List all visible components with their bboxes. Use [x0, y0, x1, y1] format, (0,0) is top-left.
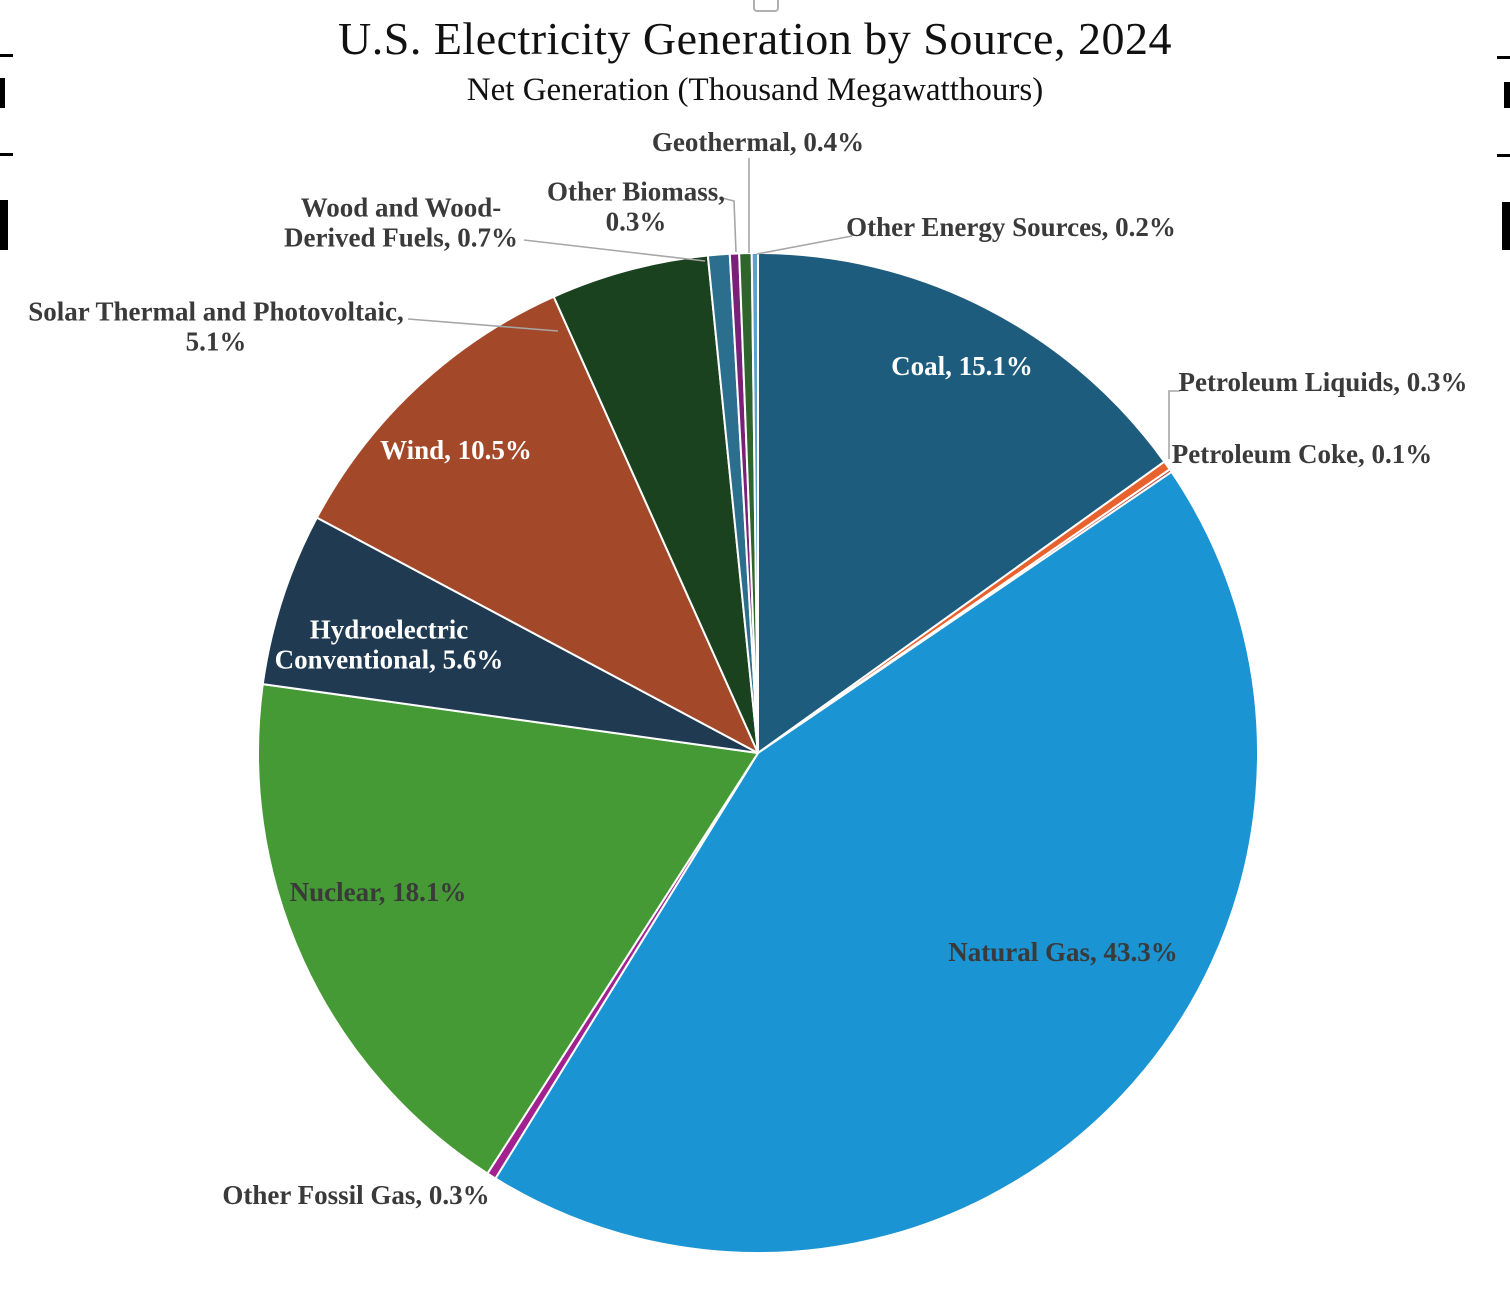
label-coal: Coal, 15.1% — [891, 351, 1033, 382]
label-wood: Wood and Wood-Derived Fuels, 0.7% — [284, 192, 518, 252]
leader-solar — [407, 318, 559, 332]
leader-wood — [523, 239, 706, 262]
label-other-biomass: Other Biomass, 0.3% — [546, 176, 725, 236]
label-other-fossil-gas: Other Fossil Gas, 0.3% — [222, 1180, 490, 1211]
left-edge-mark-3 — [0, 153, 13, 156]
pie-slice-wind — [315, 295, 759, 754]
pie-slices — [257, 252, 1259, 1255]
pie-slice-coal — [757, 252, 1166, 754]
leader-other-biomass — [721, 197, 737, 253]
right-edge-mark-3 — [1497, 154, 1510, 157]
left-edge-mark-4 — [0, 200, 8, 250]
leader-other-energy — [756, 235, 853, 255]
resize-handle[interactable] — [753, 0, 779, 12]
label-solar: Solar Thermal and Photovoltaic, 5.1% — [28, 296, 404, 356]
label-hydroelectric: Hydroelectric Conventional, 5.6% — [274, 614, 504, 674]
chart-subtitle: Net Generation (Thousand Megawatthours) — [466, 72, 1044, 108]
label-natural-gas: Natural Gas, 43.3% — [948, 937, 1178, 968]
right-edge-mark-1 — [1497, 56, 1510, 59]
label-nuclear: Nuclear, 18.1% — [289, 877, 467, 908]
pie-slice-solar-thermal-and-photovoltaic — [552, 254, 759, 754]
label-wind: Wind, 10.5% — [380, 435, 532, 466]
leader-petroleum-liquids — [1168, 390, 1180, 459]
left-edge-mark-1 — [0, 54, 13, 57]
right-edge-mark-2 — [1504, 82, 1510, 108]
chart-title: U.S. Electricity Generation by Source, 2… — [338, 13, 1172, 64]
label-petroleum-liquids: Petroleum Liquids, 0.3% — [1178, 367, 1468, 398]
label-geothermal: Geothermal, 0.4% — [651, 127, 865, 158]
left-edge-mark-2 — [0, 78, 5, 108]
right-edge-mark-4 — [1502, 202, 1510, 250]
pie-slice-hydroelectric-conventional — [261, 516, 759, 754]
leader-lines — [407, 158, 1180, 459]
pie-slice-nuclear — [257, 683, 759, 1175]
pie-slice-natural-gas — [494, 470, 1259, 1255]
label-petroleum-coke: Petroleum Coke, 0.1% — [1171, 439, 1433, 470]
label-other-energy-sources: Other Energy Sources, 0.2% — [846, 212, 1176, 243]
